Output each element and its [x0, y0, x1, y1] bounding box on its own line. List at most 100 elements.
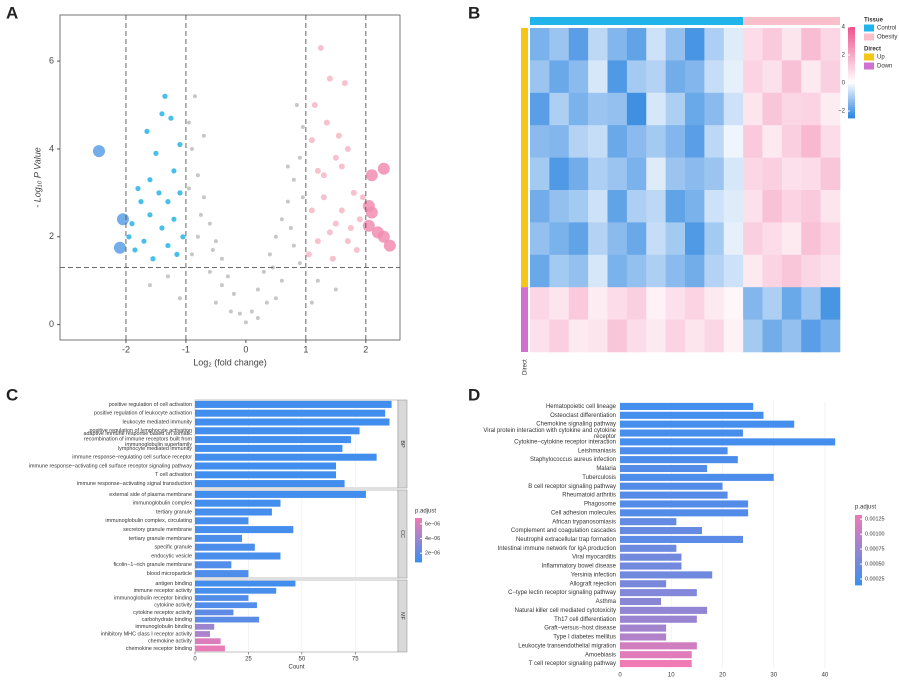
bar	[620, 651, 692, 659]
colorbar-step	[855, 550, 862, 553]
category-label: tertiary granule membrane	[129, 536, 192, 542]
heat-cell	[743, 28, 763, 61]
category-label: adaptive immune response based on somati…	[84, 431, 193, 448]
point	[320, 194, 327, 201]
heat-cell	[743, 190, 763, 223]
point	[317, 44, 324, 51]
point	[332, 220, 339, 227]
colorbar-label: 0.00125	[865, 517, 885, 523]
heat-cell	[685, 157, 705, 191]
point	[297, 261, 302, 266]
point	[255, 287, 260, 292]
row-annotation-name: Direct	[523, 359, 529, 375]
colorbar-label: −2	[838, 109, 846, 115]
x-tick-label: 75	[352, 657, 359, 663]
colorbar-step	[415, 520, 422, 523]
y-tick-label: 6	[49, 55, 54, 65]
colorbar-step	[855, 543, 862, 546]
colorbar-step	[848, 90, 855, 94]
point	[126, 234, 132, 240]
point	[159, 225, 165, 231]
category-label: Yersinia infection	[571, 572, 616, 578]
heat-cell	[685, 287, 705, 320]
bar	[620, 615, 697, 623]
bar	[195, 462, 337, 470]
point	[147, 283, 152, 288]
category-label: Chemokine signaling pathway	[536, 422, 616, 428]
heat-cell	[801, 60, 821, 94]
heat-cell	[607, 157, 628, 191]
category-label: Viral protein interaction with cytokine …	[483, 428, 616, 440]
category-label: Cytokine−cytokine receptor interaction	[514, 439, 616, 445]
point	[195, 234, 200, 239]
category-label: Phagosome	[584, 502, 617, 508]
heat-cell	[801, 190, 821, 223]
bar	[620, 411, 764, 419]
bar	[620, 642, 697, 650]
category-label: endocytic vesicle	[151, 553, 192, 559]
colorbar-step	[848, 79, 855, 82]
colorbar-label: 2	[842, 53, 846, 59]
colorbar-step	[415, 528, 422, 531]
category-label: Osteoclast differentiation	[550, 413, 616, 419]
x-tick-label: 50	[298, 657, 305, 663]
x-tick-label: 0	[618, 673, 622, 679]
y-axis-label: - Log₁₀ P Value	[32, 147, 42, 208]
point	[285, 199, 290, 204]
colorbar-step	[848, 92, 855, 96]
category-label: blood microparticle	[147, 571, 192, 577]
point	[192, 94, 197, 99]
bar	[620, 464, 708, 473]
heat-cell	[588, 60, 608, 94]
category-label: chemokine activity	[148, 639, 192, 645]
point	[338, 207, 345, 214]
point	[309, 300, 314, 305]
heat-cell	[588, 28, 608, 61]
category-label: secretory granule membrane	[123, 527, 192, 533]
point	[264, 300, 269, 305]
heat-cell	[801, 254, 821, 288]
category-label: antigen binding	[155, 581, 192, 587]
bar	[195, 418, 390, 426]
bar	[620, 535, 743, 543]
heat-cell	[626, 60, 647, 94]
heat-cell	[685, 92, 705, 126]
bar	[195, 480, 345, 488]
heat-cell	[723, 319, 744, 353]
heat-cell	[568, 157, 589, 191]
heat-cell	[704, 157, 725, 191]
heat-cell	[685, 319, 705, 353]
column-annotation	[743, 17, 840, 25]
colorbar-step	[848, 31, 855, 35]
colorbar-step	[415, 532, 422, 535]
legend-title: Tissue	[864, 18, 884, 24]
point	[365, 206, 378, 219]
heat-cell	[781, 28, 802, 61]
point	[147, 177, 153, 183]
heat-cell	[607, 60, 628, 94]
point	[335, 132, 342, 139]
bar	[195, 427, 360, 435]
bar	[195, 616, 260, 623]
colorbar-step	[848, 29, 855, 32]
category-label: B cell receptor signaling pathway	[528, 484, 616, 490]
bar	[620, 527, 702, 535]
heat-cell	[568, 125, 589, 158]
x-tick-label: 40	[822, 673, 829, 679]
heat-cell	[723, 157, 744, 191]
heat-cell	[723, 125, 744, 158]
panel-label: D	[468, 385, 480, 404]
heat-cell	[549, 254, 570, 288]
legend-label: Up	[877, 55, 885, 61]
heat-cell	[704, 319, 725, 353]
colorbar-label: 0.00050	[865, 561, 885, 567]
point	[308, 137, 315, 144]
heat-cell	[781, 92, 802, 126]
heat-cell	[549, 60, 570, 94]
point	[291, 177, 296, 182]
bar	[195, 645, 225, 652]
facet-strip-label: MF	[399, 612, 405, 620]
heat-cell	[762, 60, 783, 94]
colorbar-step	[855, 552, 862, 556]
point	[186, 186, 191, 191]
